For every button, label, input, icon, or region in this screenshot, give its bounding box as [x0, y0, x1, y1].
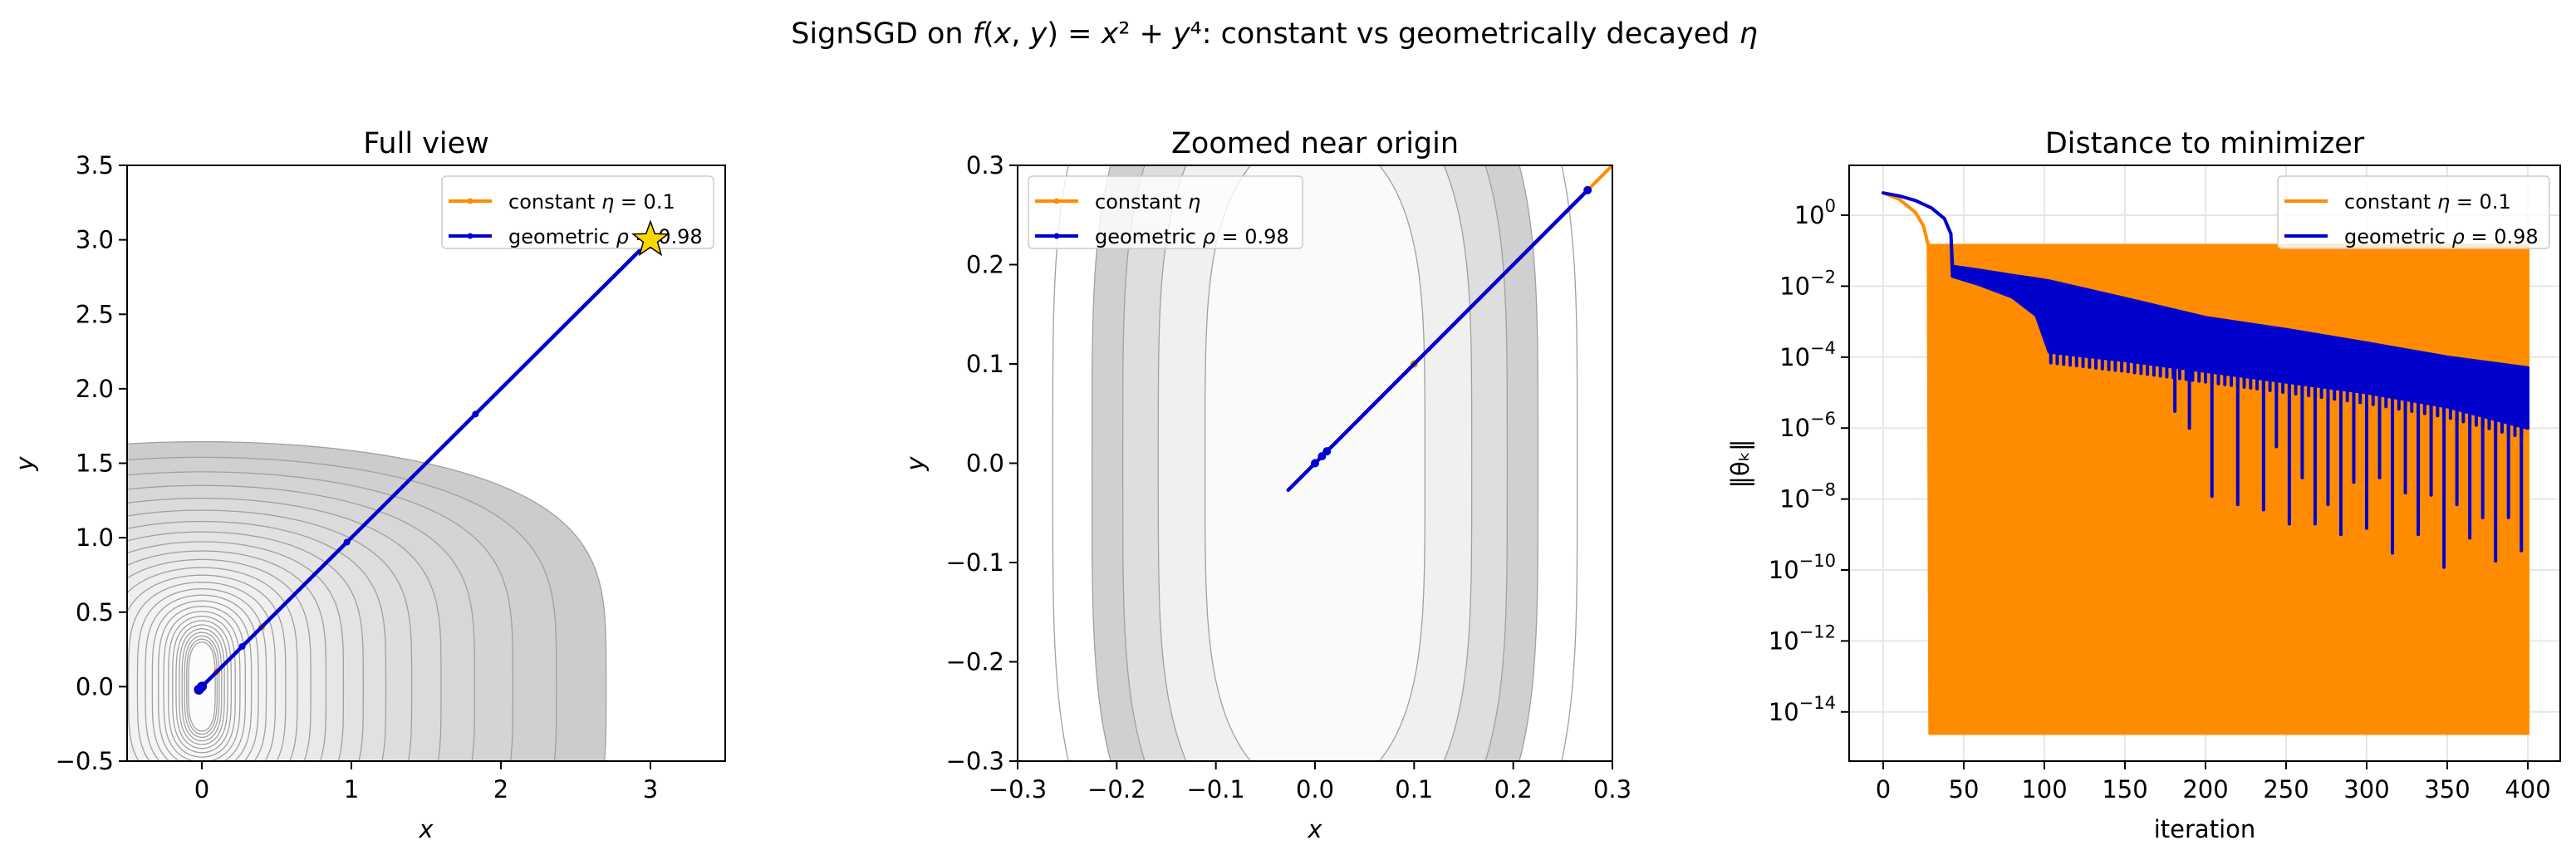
x-tick-label: 250 [2263, 775, 2309, 803]
panel-title: Zoomed near origin [1171, 127, 1459, 160]
legend-box [2277, 175, 2550, 249]
y-tick-label: 10−8 [1779, 480, 1836, 513]
y-tick-label: 0.0 [966, 450, 1004, 478]
x-tick-label: 300 [2343, 775, 2389, 803]
y-tick-label: 10−2 [1779, 267, 1836, 300]
contour-fill [127, 440, 607, 761]
y-tick-label: 1.0 [76, 523, 114, 552]
panel-full-view: 0 1 2 3 −0.5 0.0 0.5 1.0 1.5 2.0 2.5 3.0 3.5 Full vi… [11, 127, 726, 843]
y-axis-label: y [901, 456, 930, 472]
y-tick-label: 10−4 [1779, 338, 1836, 371]
x-tick-label: 0.2 [1494, 775, 1533, 803]
panel-title: Full view [363, 127, 489, 160]
y-tick-label: −0.2 [946, 648, 1004, 676]
x-tick-label: 0.0 [1296, 775, 1334, 803]
x-tick-label: 150 [2102, 775, 2147, 803]
y-tick-label: 0.0 [76, 672, 114, 700]
geometric-series-band [1882, 191, 2529, 430]
y-tick-label: 10−14 [1769, 693, 1836, 726]
trajectories [194, 238, 653, 695]
legend: constant η geometric ρ = 0.98 [1028, 175, 1303, 249]
y-tick-label: 0.5 [76, 598, 114, 627]
panel-zoomed-near-origin: −0.3 −0.2 −0.1 0.0 0.1 0.2 0.3 −0.3 −0.2 −0.1 0.0 0… [901, 127, 1631, 843]
series-lines [1882, 191, 2529, 735]
x-tick-label: 0.1 [1395, 775, 1433, 803]
legend-label-constant: constant η [1095, 190, 1200, 214]
legend: constant η = 0.1 geometric ρ = 0.98 [441, 175, 714, 249]
panel-distance-to-minimizer: 0 50 100 150 200 250 300 350 400 100 10−2 10−4 10−6 1… [1726, 127, 2561, 843]
x-tick-label: 0.3 [1593, 775, 1631, 803]
y-tick-label: 0.2 [966, 251, 1004, 279]
x-axis-label: x [1307, 815, 1322, 843]
x-tick-label: 200 [2182, 775, 2228, 803]
y-tick-label: −0.5 [56, 747, 114, 775]
y-tick-label: 10−6 [1779, 409, 1836, 442]
x-tick-label: 2 [493, 775, 508, 803]
y-tick-label: −0.3 [946, 747, 1004, 775]
x-tick-label: 0 [194, 775, 209, 803]
x-tick-label: 1 [344, 775, 359, 803]
x-tick-label: 50 [1949, 775, 1980, 803]
panel-title: Distance to minimizer [2045, 127, 2365, 160]
axis-ticks: 0 1 2 3 −0.5 0.0 0.5 1.0 1.5 2.0 2.5 3.0 3.5 [56, 151, 659, 803]
axis-ticks: −0.3 −0.2 −0.1 0.0 0.1 0.2 0.3 −0.3 −0.2 −0.1 0.0 0… [946, 151, 1631, 803]
y-tick-label: 2.0 [76, 375, 114, 403]
y-tick-label: −0.1 [946, 548, 1004, 577]
geometric-trajectory [195, 238, 653, 694]
y-axis-label: ‖θₖ‖ [1726, 439, 1754, 488]
y-tick-label: 10−10 [1769, 551, 1836, 584]
legend-label-geometric: geometric ρ = 0.98 [1095, 225, 1289, 248]
x-tick-label: 100 [2021, 775, 2067, 803]
y-tick-label: 3.0 [76, 226, 114, 254]
figure-suptitle: SignSGD on f(x, y) = x² + y⁴: constant v… [791, 17, 1758, 51]
legend-box [441, 175, 714, 249]
legend-label-geometric: geometric ρ = 0.98 [508, 225, 703, 248]
x-axis-label: x [418, 815, 434, 843]
x-tick-label: −0.2 [1087, 775, 1146, 803]
legend-label-constant: constant η = 0.1 [2344, 190, 2511, 214]
legend-label-constant: constant η = 0.1 [508, 190, 675, 214]
start-star-marker [631, 219, 670, 257]
axis-ticks: 0 50 100 150 200 250 300 350 400 100 10−2 10−4 10−6 1… [1769, 196, 2551, 803]
x-axis-label: iteration [2154, 815, 2256, 843]
legend: constant η = 0.1 geometric ρ = 0.98 [2277, 175, 2550, 249]
y-axis-label: y [11, 456, 39, 472]
x-tick-label: 3 [643, 775, 658, 803]
legend-label-geometric: geometric ρ = 0.98 [2344, 225, 2539, 248]
y-tick-label: 10−12 [1769, 622, 1836, 655]
x-tick-label: −0.3 [989, 775, 1047, 803]
y-tick-label: 0.3 [966, 151, 1004, 179]
geometric-trajectory [1286, 188, 1590, 493]
x-tick-label: 400 [2505, 775, 2550, 803]
x-tick-label: 0 [1876, 775, 1891, 803]
star-icon [631, 219, 670, 257]
y-tick-label: 0.1 [966, 350, 1004, 378]
x-tick-label: 350 [2424, 775, 2470, 803]
x-tick-label: −0.1 [1186, 775, 1244, 803]
y-tick-label: 2.5 [76, 300, 114, 328]
y-tick-label: 1.5 [76, 450, 114, 478]
y-tick-label: 100 [1794, 196, 1836, 229]
legend-box [1028, 175, 1303, 249]
trajectories [1286, 165, 1612, 493]
y-tick-label: 3.5 [76, 151, 114, 179]
